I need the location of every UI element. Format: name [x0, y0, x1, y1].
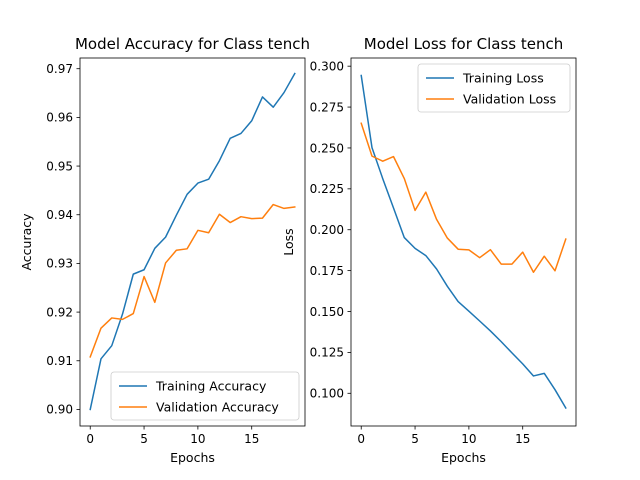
- x-tick-label: 5: [140, 432, 148, 446]
- y-tick-label: 0.93: [46, 257, 73, 271]
- y-tick-label: 0.225: [310, 182, 344, 196]
- y-tick-label: 0.91: [46, 354, 73, 368]
- y-tick-label: 0.250: [310, 141, 344, 155]
- y-tick-label: 0.200: [310, 223, 344, 237]
- legend: Training Loss Validation Loss: [417, 63, 571, 113]
- accuracy-chart-panel: 0 5 10 15 0.90 0.91 0.92 0.93 0.94 0.95 0.96 0.97Mo…: [19, 35, 310, 465]
- series-line-training-loss: [360, 74, 567, 410]
- plot-area-frame: [79, 57, 306, 427]
- y-tick-label: 0.125: [310, 346, 344, 360]
- y-tick-label: 0.150: [310, 305, 344, 319]
- loss-chart-panel: 0 5 10 15 0.100 0.125 0.150 0.175 0.200 0.225 0.25…: [281, 35, 577, 465]
- x-tick-label: 5: [411, 432, 419, 446]
- y-axis-label: Loss: [281, 228, 296, 255]
- legend-label: Training Accuracy: [155, 379, 267, 394]
- x-axis-label: Epochs: [441, 450, 486, 465]
- legend-label: Training Loss: [462, 71, 544, 86]
- y-tick-label: 0.94: [46, 208, 73, 222]
- y-tick-label: 0.92: [46, 305, 73, 319]
- chart-title: Model Loss for Class tench: [364, 35, 563, 53]
- legend-label: Validation Loss: [463, 92, 556, 107]
- legend: Training Accuracy Validation Accuracy: [110, 371, 300, 421]
- x-tick-label: 0: [86, 432, 94, 446]
- x-tick-label: 10: [190, 432, 205, 446]
- y-tick-label: 0.96: [46, 111, 73, 125]
- x-tick-label: 15: [244, 432, 259, 446]
- x-axis-label: Epochs: [170, 450, 215, 465]
- series-line-validation-accuracy: [89, 203, 296, 358]
- y-tick-label: 0.90: [46, 403, 73, 417]
- y-tick-label: 0.95: [46, 159, 73, 173]
- series-line-training-accuracy: [89, 72, 296, 411]
- y-tick-label: 0.97: [46, 62, 73, 76]
- x-tick-label: 10: [461, 432, 476, 446]
- y-tick-label: 0.175: [310, 264, 344, 278]
- x-tick-label: 0: [357, 432, 365, 446]
- legend-box: [110, 371, 300, 421]
- legend-box: [417, 63, 571, 113]
- x-tick-label: 15: [515, 432, 530, 446]
- y-tick-label: 0.275: [310, 100, 344, 114]
- chart-title: Model Accuracy for Class tench: [75, 35, 310, 53]
- plot-area-frame: [350, 57, 577, 427]
- y-axis-label: Accuracy: [19, 213, 34, 271]
- y-tick-label: 0.300: [310, 59, 344, 73]
- y-tick-label: 0.100: [310, 387, 344, 401]
- series-line-validation-loss: [360, 122, 567, 274]
- legend-label: Validation Accuracy: [156, 400, 279, 415]
